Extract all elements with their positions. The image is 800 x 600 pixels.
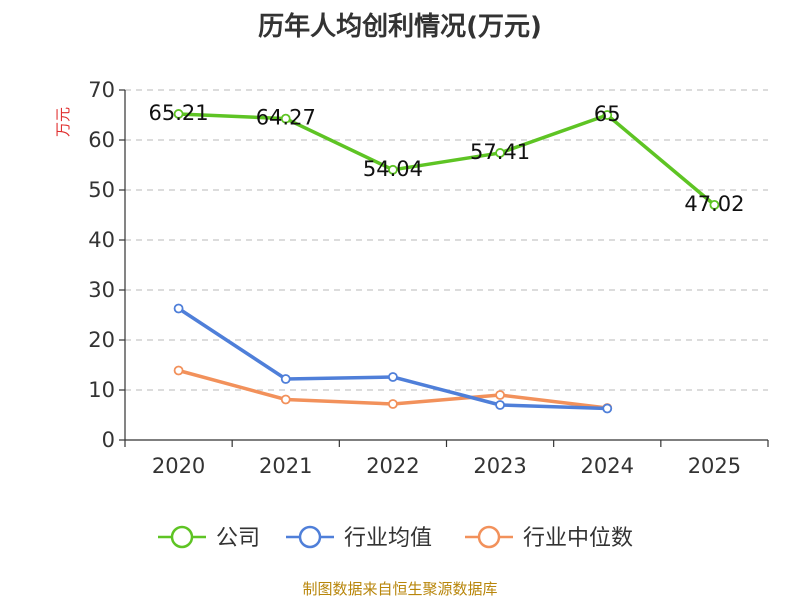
legend-label-行业均值: 行业均值	[344, 526, 432, 551]
point-行业中位数-2023	[495, 390, 505, 400]
x-tick-label-2023: 2023	[473, 454, 526, 478]
point-行业中位数-2020	[173, 365, 184, 376]
legend-marker-行业中位数	[477, 525, 501, 549]
y-axis-label: 万元	[54, 107, 72, 137]
grid-lines	[125, 89, 768, 391]
x-tick-label-2020: 2020	[152, 454, 205, 478]
y-tick-label-10: 10	[88, 378, 115, 402]
series-group	[173, 109, 720, 414]
x-tick-label-2022: 2022	[366, 454, 419, 478]
legend: 公司 行业均值 行业中位数	[158, 525, 633, 551]
chart-title: 历年人均创利情况(万元)	[258, 12, 542, 42]
y-tick-label-20: 20	[88, 328, 115, 352]
legend-marker-行业均值	[298, 525, 322, 549]
data-label-2024: 65	[594, 102, 621, 126]
point-行业中位数-2022	[388, 399, 398, 409]
point-公司-2021	[280, 113, 291, 124]
point-行业均值-2021	[280, 374, 291, 384]
data-label-2022: 54.04	[363, 157, 423, 181]
data-labels: 65.21 64.27 54.04 57.41 65 47.02	[149, 101, 745, 216]
legend-marker-公司	[170, 525, 194, 549]
y-tick-label-0: 0	[102, 428, 115, 452]
point-公司-2020	[173, 109, 184, 119]
legend-label-公司: 公司	[216, 526, 260, 551]
y-tick-label-60: 60	[88, 128, 115, 152]
x-tick-label-2024: 2024	[581, 454, 634, 478]
y-tick-label-40: 40	[88, 228, 115, 252]
point-公司-2024	[602, 110, 613, 120]
point-行业均值-2024	[602, 403, 613, 414]
y-tick-label-70: 70	[88, 78, 115, 102]
data-label-2020: 65.21	[149, 101, 209, 125]
x-tick-label-2021: 2021	[259, 454, 312, 478]
data-source: 制图数据来自恒生聚源数据库	[302, 580, 498, 598]
point-行业均值-2020	[173, 303, 184, 314]
y-tick-label-50: 50	[88, 178, 115, 202]
legend-label-行业中位数: 行业中位数	[523, 526, 633, 551]
data-label-2021: 64.27	[256, 106, 316, 130]
data-label-2025: 47.02	[684, 192, 744, 216]
x-tick-label-2025: 2025	[688, 454, 741, 478]
data-label-2023: 57.41	[470, 140, 530, 164]
series-line-公司	[178, 112, 716, 207]
series-line-行业均值	[177, 307, 608, 411]
point-行业均值-2023	[495, 400, 505, 410]
point-公司-2023	[495, 148, 505, 158]
axes: 0 10 20 30 40 50 60 70 2020 2021 2022 2023 2024 2025 万…	[54, 78, 769, 478]
point-公司-2022	[388, 164, 398, 175]
point-行业中位数-2021	[280, 394, 291, 405]
point-行业均值-2022	[388, 372, 398, 382]
point-公司-2025	[709, 199, 720, 210]
y-tick-label-30: 30	[88, 278, 115, 302]
